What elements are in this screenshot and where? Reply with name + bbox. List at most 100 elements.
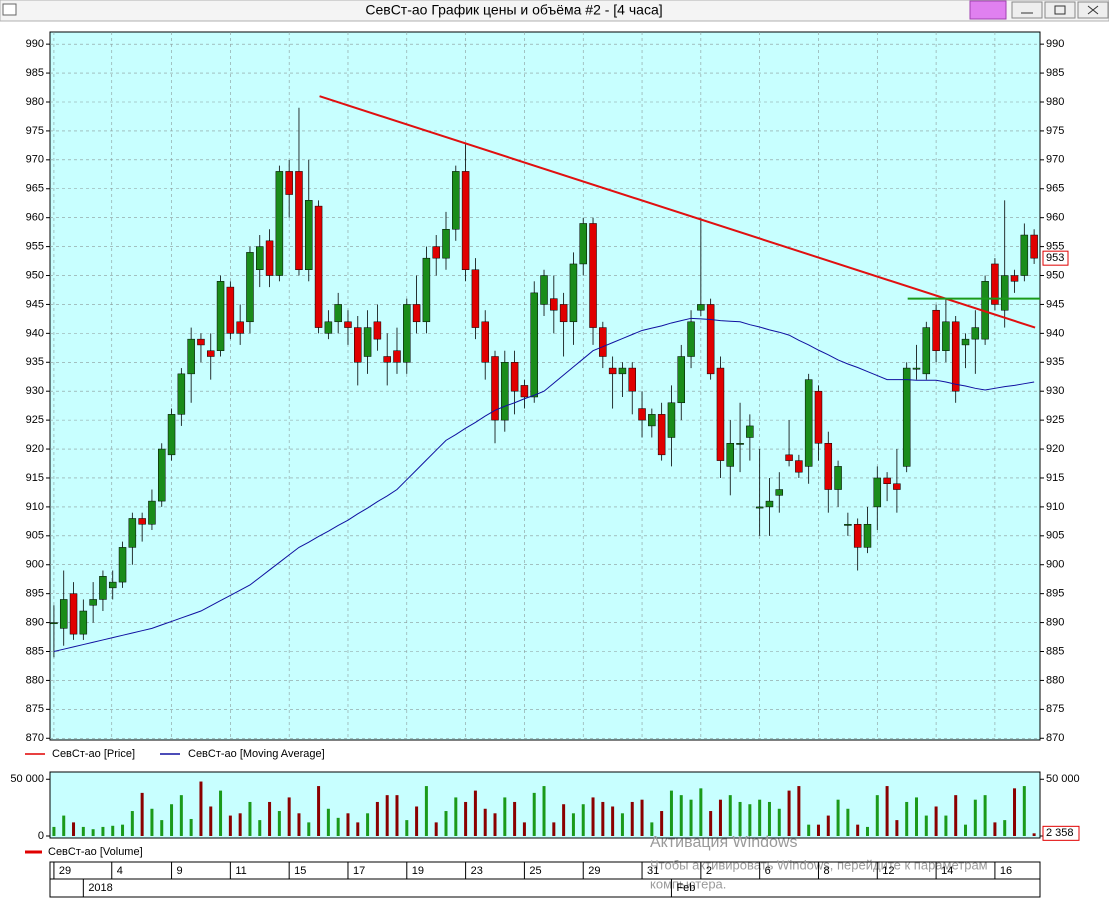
volume-bar [179,795,183,836]
y-tick-label: 885 [1046,645,1064,657]
candle-body [295,171,303,270]
candle-body [687,321,695,357]
window-icon[interactable] [2,3,17,16]
candle-body [804,379,813,467]
restore-button[interactable] [1044,1,1076,19]
volume-bar [336,817,340,836]
volume-bar [473,790,477,836]
volume-bar [787,790,791,836]
y-tick-label: 950 [1046,269,1064,281]
candle-body [108,581,117,589]
candle-body [207,350,215,357]
month-label: 2018 [88,882,112,894]
volume-bar [277,811,281,836]
volume-bar [620,813,624,836]
y-tick-label: 50 000 [10,773,44,785]
volume-bar [248,801,252,836]
volume-bar [748,804,752,836]
candle-body [795,460,803,473]
y-tick-label: 880 [26,674,44,686]
candle-body [99,576,107,600]
volume-bar [581,804,585,836]
title-bar [0,0,1109,22]
y-tick-label: 935 [26,356,44,368]
candle-body [314,205,323,328]
volume-bar [973,799,977,836]
candle-body [1020,234,1029,276]
volume-bar [826,815,830,836]
volume-bar [895,820,899,836]
y-tick-label: 945 [26,298,44,310]
candle-body [275,171,284,276]
volume-bar [709,811,713,836]
candle-body [873,477,882,508]
y-tick-label: 955 [26,241,44,253]
y-tick-label: 965 [1046,183,1064,195]
candle-body [167,414,176,456]
candle-body [79,610,88,635]
y-tick-label: 915 [26,472,44,484]
candle-body [746,425,754,438]
y-tick-label: 920 [26,443,44,455]
volume-bar [317,786,321,836]
candle-body [363,327,372,357]
candle-body [589,223,597,328]
volume-bar [679,795,683,836]
volume-bar [483,808,487,836]
last-volume-box [1042,825,1080,841]
volume-bar [1022,786,1026,836]
candle-body [481,321,489,363]
volume-bar [846,808,850,836]
candle-body [932,309,940,351]
candle-body [148,500,156,525]
volume-bar [650,822,654,836]
volume-bar [385,795,389,836]
trend-line [319,95,1036,329]
volume-bar [856,824,860,836]
volume-bar [219,790,223,836]
volume-bar [738,801,742,836]
volume-bar [395,795,399,836]
candle-body [265,240,274,276]
y-tick-label: 900 [1046,559,1064,571]
minimize-button[interactable] [1011,1,1043,19]
volume-bar [170,804,174,836]
candle-body [961,338,970,346]
candle-body [157,448,166,502]
candle-body [775,489,784,496]
volume-bar [464,801,468,836]
candle-body [824,443,833,490]
candle-body [834,466,842,490]
volume-bar [160,820,164,836]
volume-bar [983,795,987,836]
volume-bar [728,795,732,836]
volume-bar [1013,788,1017,836]
x-tick-label: 25 [529,865,541,877]
candle-body [452,171,460,230]
volume-bar [1003,820,1007,836]
moving-average-line [53,317,1035,652]
x-tick-label: 14 [941,865,953,877]
candle-body [177,373,186,415]
volume-bar [101,826,105,836]
volume-bar [611,806,615,836]
volume-bar [140,792,144,836]
candle-body [187,338,195,375]
candle-body [706,304,715,375]
candle-body [942,321,950,351]
link-button[interactable] [969,0,1007,20]
y-tick-label: 890 [26,616,44,628]
candle-body [540,275,548,305]
volume-bar [669,790,673,836]
x-tick-label: 6 [765,865,771,877]
volume-bar [562,804,566,836]
candle-body [305,200,313,270]
candle-body [334,304,342,323]
y-tick-label: 930 [26,385,44,397]
legend-label: СевСт-ао [Price] [52,748,135,760]
volume-bar [1032,833,1036,836]
candle-body [216,281,225,351]
volume-bar [444,811,448,836]
candle-body [510,362,519,392]
x-tick-label: 2 [706,865,712,877]
